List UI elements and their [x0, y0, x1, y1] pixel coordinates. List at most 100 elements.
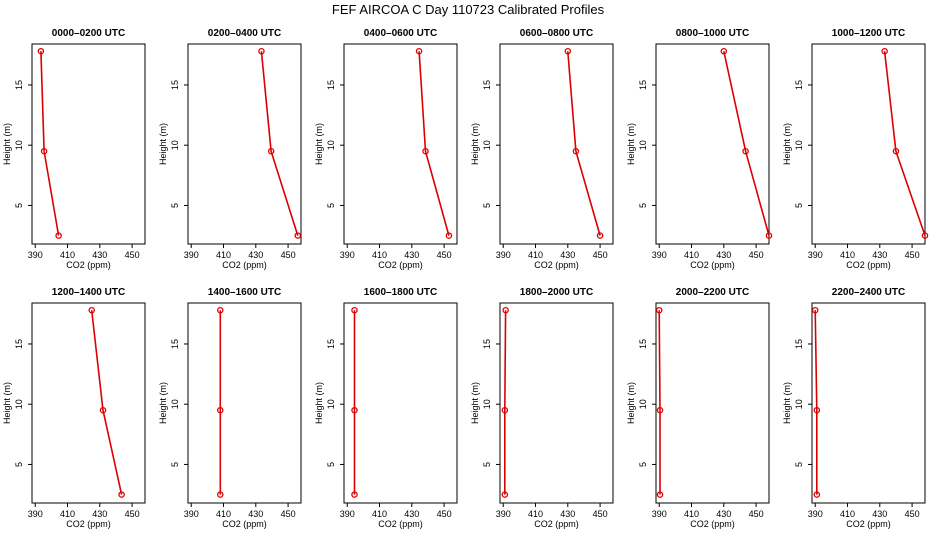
x-axis-label: CO2 (ppm) — [222, 519, 267, 529]
x-tick-label: 450 — [437, 509, 452, 519]
y-tick-label: 15 — [14, 339, 24, 349]
x-tick-label: 430 — [404, 509, 419, 519]
y-axis-label: Height (m) — [782, 382, 792, 424]
figure-title: FEF AIRCOA C Day 110723 Calibrated Profi… — [332, 2, 605, 17]
profile-panel: 1000–1200 UTC 390 410 430 450 5 10 15 CO2 (ppm) H… — [782, 28, 929, 270]
y-tick-label: 5 — [638, 203, 648, 208]
x-tick-label: 410 — [60, 509, 75, 519]
y-tick-label: 15 — [326, 339, 336, 349]
x-tick-label: 450 — [125, 250, 140, 260]
x-tick-label: 430 — [560, 250, 575, 260]
profile-line — [658, 310, 661, 495]
y-tick-label: 10 — [170, 140, 180, 150]
panel-title: 1000–1200 UTC — [832, 28, 905, 39]
profile-panel: 1200–1400 UTC 390 410 430 450 5 10 15 CO2 (ppm) H… — [2, 287, 146, 529]
x-tick-label: 430 — [716, 509, 731, 519]
x-tick-label: 390 — [184, 250, 199, 260]
x-tick-label: 410 — [60, 250, 75, 260]
y-tick-label: 10 — [326, 399, 336, 409]
profile-line — [723, 51, 770, 236]
y-tick-label: 15 — [638, 80, 648, 90]
plot-frame — [811, 302, 926, 504]
plot-frame — [499, 43, 614, 245]
data-point — [502, 306, 509, 314]
y-tick-label: 10 — [14, 399, 24, 409]
x-tick-label: 450 — [593, 509, 608, 519]
x-tick-label: 430 — [248, 509, 263, 519]
profile-panel: 0600–0800 UTC 390 410 430 450 5 10 15 CO2 (ppm) H… — [470, 28, 614, 270]
data-point — [501, 491, 509, 498]
x-axis-label: CO2 (ppm) — [690, 260, 735, 270]
data-point — [811, 306, 819, 314]
x-tick-label: 430 — [872, 509, 887, 519]
data-point — [351, 306, 358, 314]
profile-panel: 0000–0200 UTC 390 410 430 450 5 10 15 CO2 (ppm) H… — [2, 28, 146, 270]
y-tick-label: 15 — [482, 80, 492, 90]
profile-line — [567, 51, 601, 236]
x-tick-label: 410 — [216, 250, 231, 260]
data-point — [99, 406, 107, 414]
x-tick-label: 390 — [184, 509, 199, 519]
profile-line — [40, 51, 60, 236]
x-axis-label: CO2 (ppm) — [378, 519, 423, 529]
x-tick-label: 450 — [281, 509, 296, 519]
panel-title: 0200–0400 UTC — [208, 28, 281, 39]
profile-panel: 0200–0400 UTC 390 410 430 450 5 10 15 CO2 (ppm) H… — [158, 28, 302, 270]
data-point — [118, 491, 125, 498]
x-tick-label: 390 — [340, 250, 355, 260]
profile-line — [503, 310, 507, 495]
y-tick-label: 5 — [794, 203, 804, 208]
x-axis-label: CO2 (ppm) — [66, 519, 111, 529]
y-tick-label: 5 — [482, 203, 492, 208]
data-point — [742, 147, 749, 155]
data-point — [881, 47, 888, 55]
x-tick-label: 410 — [684, 509, 699, 519]
x-tick-label: 430 — [560, 509, 575, 519]
x-tick-label: 430 — [716, 250, 731, 260]
profile-panel: 0400–0600 UTC 390 410 430 450 5 10 15 CO2 (ppm) H… — [314, 28, 458, 270]
y-tick-label: 10 — [794, 140, 804, 150]
y-tick-label: 10 — [638, 140, 648, 150]
y-tick-label: 5 — [326, 203, 336, 208]
plot-frame — [343, 43, 458, 245]
y-axis-label: Height (m) — [470, 382, 480, 424]
profile-line — [418, 51, 450, 236]
plot-frame — [811, 43, 926, 245]
data-point — [892, 147, 900, 155]
x-tick-label: 450 — [749, 509, 764, 519]
plot-frame — [31, 302, 146, 504]
data-point — [656, 406, 664, 414]
x-axis-label: CO2 (ppm) — [690, 519, 735, 529]
data-point — [813, 491, 821, 498]
data-point — [40, 147, 48, 155]
x-tick-label: 390 — [808, 509, 823, 519]
y-tick-label: 15 — [170, 339, 180, 349]
plot-frame — [187, 302, 302, 504]
y-axis-label: Height (m) — [2, 382, 12, 424]
x-tick-label: 430 — [92, 250, 107, 260]
x-axis-label: CO2 (ppm) — [534, 260, 579, 270]
y-tick-label: 15 — [170, 80, 180, 90]
y-axis-label: Height (m) — [314, 123, 324, 165]
y-tick-label: 10 — [326, 140, 336, 150]
y-axis-label: Height (m) — [158, 382, 168, 424]
y-axis-label: Height (m) — [626, 123, 636, 165]
y-tick-label: 15 — [326, 80, 336, 90]
y-tick-label: 5 — [638, 462, 648, 467]
y-tick-label: 5 — [170, 462, 180, 467]
y-axis-label: Height (m) — [626, 382, 636, 424]
x-tick-label: 390 — [496, 250, 511, 260]
x-axis-label: CO2 (ppm) — [378, 260, 423, 270]
x-tick-label: 410 — [684, 250, 699, 260]
x-tick-label: 410 — [372, 250, 387, 260]
y-tick-label: 10 — [170, 399, 180, 409]
data-point — [217, 306, 224, 314]
plot-frame — [31, 43, 146, 245]
y-tick-label: 15 — [794, 339, 804, 349]
y-tick-label: 15 — [482, 339, 492, 349]
data-point — [564, 47, 572, 55]
data-point — [445, 232, 453, 239]
x-tick-label: 430 — [404, 250, 419, 260]
panel-title: 2200–2400 UTC — [832, 287, 905, 298]
